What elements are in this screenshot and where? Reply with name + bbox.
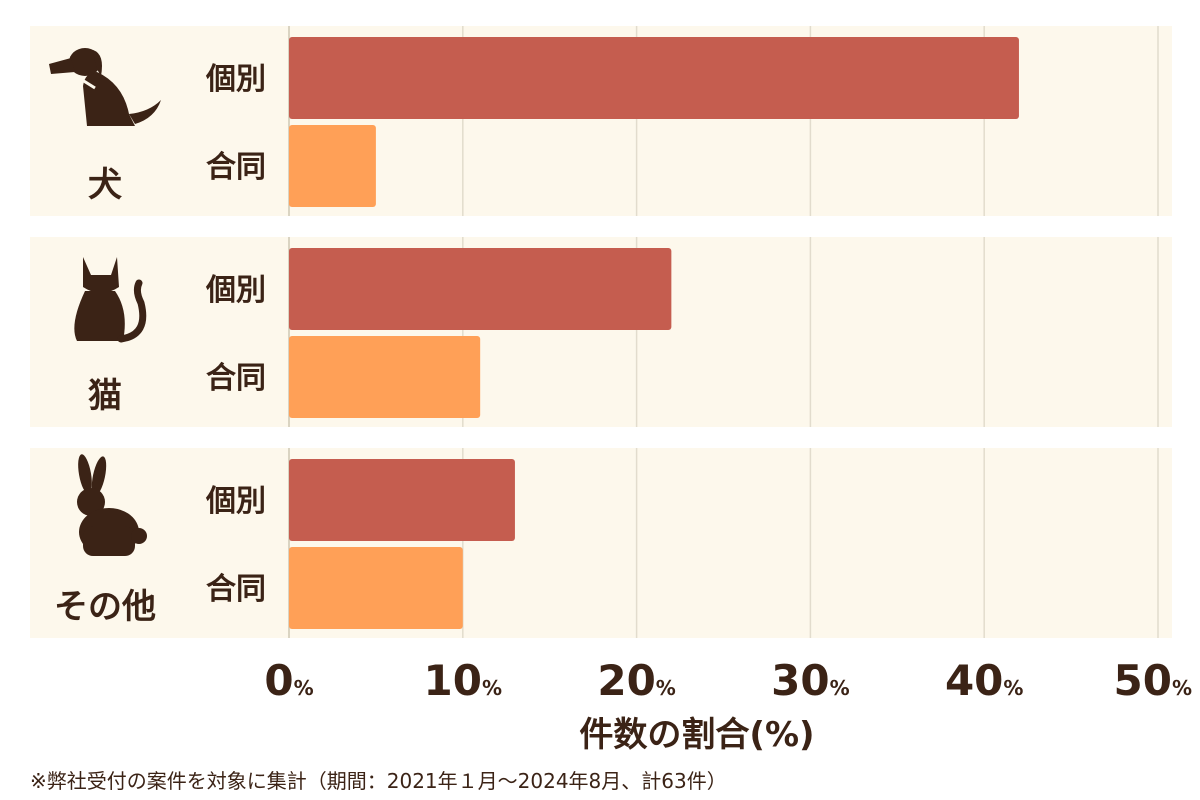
footnote: ※弊社受付の案件を対象に集計（期間：2021年１月～2024年8月、計63件） [30,769,727,793]
x-tick-label: 10% [424,656,503,705]
bar [289,459,515,541]
x-tick-label: 0% [264,656,313,705]
series-label: 個別 [205,484,266,519]
x-tick-labels: 0% 10% 20% 30% 40% 50% [264,656,1192,705]
x-tick-label: 40% [945,656,1023,705]
bar [289,336,481,418]
series-label: 合同 [206,150,266,185]
group-label: その他 [54,587,156,627]
x-axis-title: 件数の割合(%) [579,715,814,755]
bar [289,125,376,207]
bars [289,37,1019,629]
group-label: 猫 [88,376,122,416]
rabbit-icon [77,454,147,556]
x-tick-label: 20% [597,656,676,705]
bar [289,547,463,629]
series-label: 合同 [206,361,266,396]
bar [289,37,1019,119]
bar [289,248,672,330]
x-tick-label: 30% [771,656,850,705]
x-tick-label: 50% [1114,656,1193,705]
dog-icon [49,48,161,126]
group-label: 犬 [88,165,122,205]
cat-icon [74,257,147,343]
series-label: 個別 [205,273,266,308]
group-panel [30,448,1172,638]
series-label: 個別 [205,62,266,97]
series-label: 合同 [206,572,266,607]
group-icons [49,48,161,556]
